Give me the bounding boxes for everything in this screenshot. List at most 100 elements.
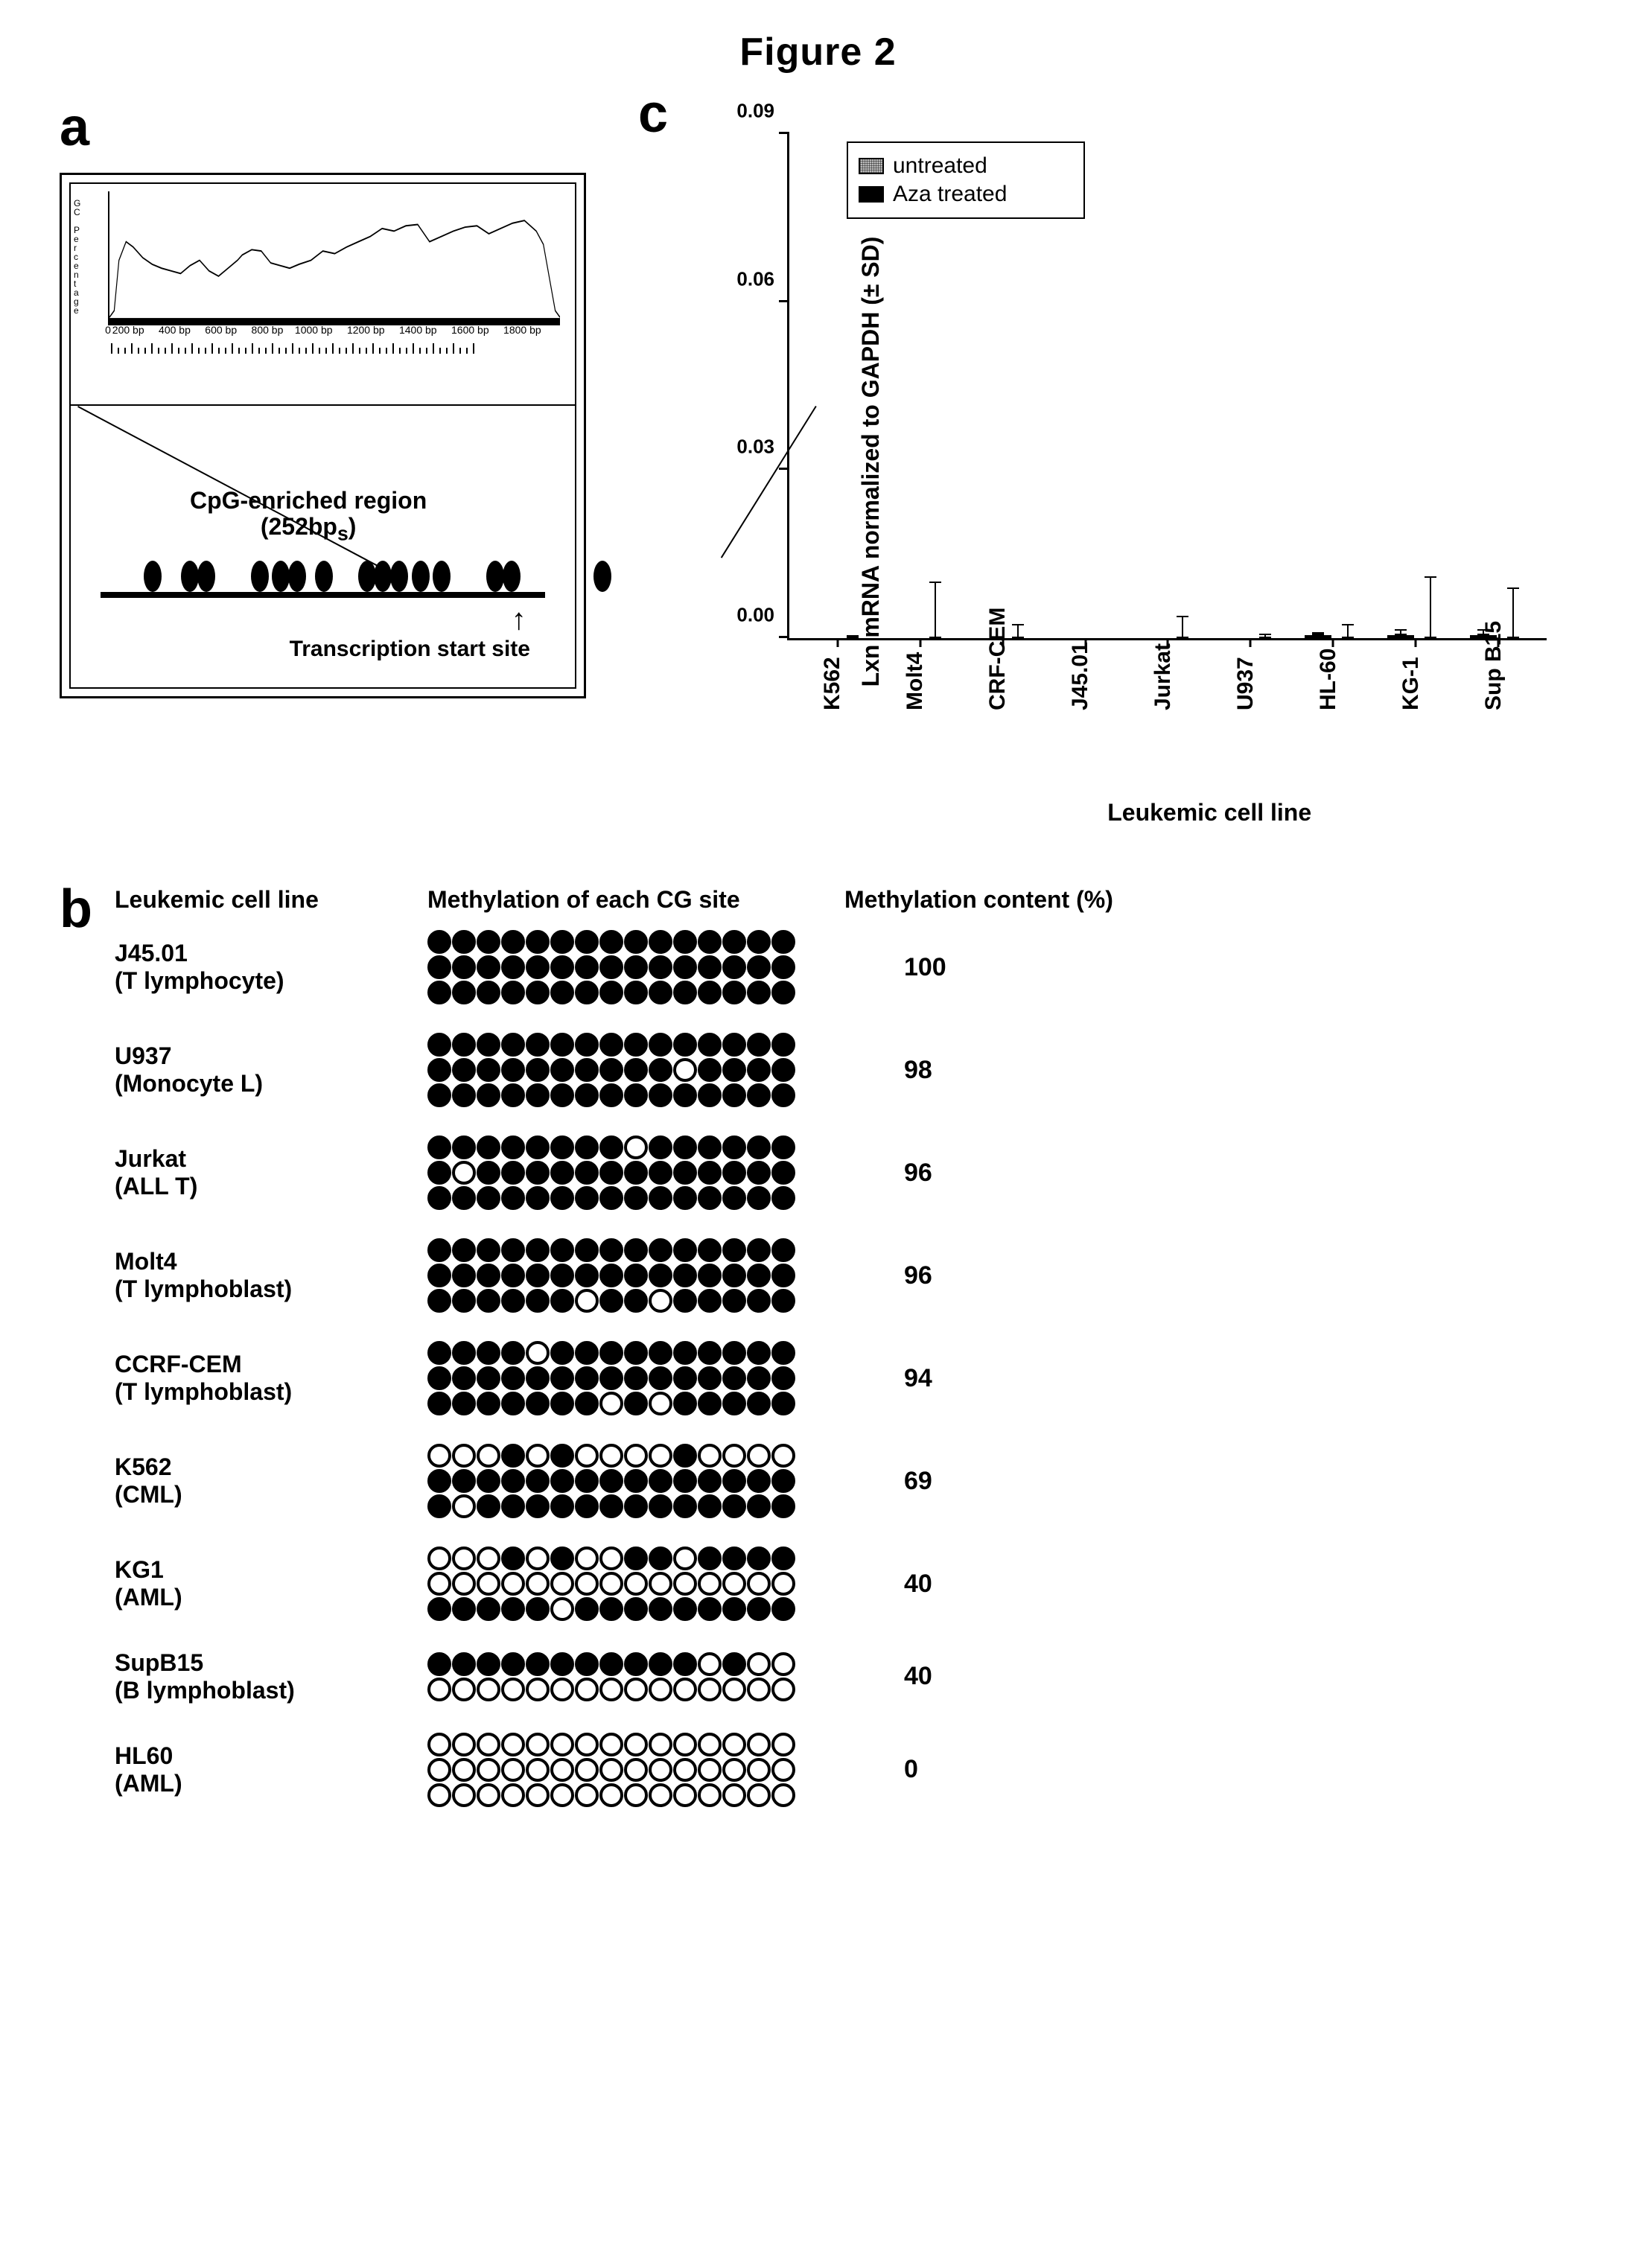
gc-xtick: 1400 bp — [399, 324, 437, 336]
cg-dot-methylated — [452, 1083, 476, 1107]
cg-dot-methylated — [427, 1264, 451, 1287]
cg-dot-methylated — [550, 1083, 574, 1107]
gc-xtick-row: 0200 bp400 bp600 bp800 bp1000 bp1200 bp1… — [108, 324, 560, 336]
cg-dot-unmethylated — [526, 1341, 550, 1365]
cg-dot-methylated — [722, 981, 746, 1004]
cg-dot-methylated — [526, 955, 550, 979]
cg-dot-unmethylated — [747, 1652, 771, 1676]
cg-dot-methylated — [649, 1238, 672, 1262]
methylation-row — [427, 1033, 844, 1057]
cg-dot-methylated — [477, 1186, 500, 1210]
cg-dot-methylated — [673, 1083, 697, 1107]
cpg-site — [358, 561, 376, 592]
cg-dot-methylated — [501, 955, 525, 979]
cg-dot-methylated — [550, 1494, 574, 1518]
cg-dot-unmethylated — [599, 1392, 623, 1415]
gc-xtick: 1200 bp — [347, 324, 385, 336]
cg-dot-methylated — [649, 1058, 672, 1082]
methylation-row — [427, 1341, 844, 1365]
cg-dot-methylated — [698, 1033, 722, 1057]
cg-dot-unmethylated — [722, 1572, 746, 1596]
cg-dot-methylated — [575, 955, 599, 979]
cg-dot-methylated — [747, 930, 771, 954]
cg-dot-unmethylated — [575, 1783, 599, 1807]
cg-dot-methylated — [575, 1161, 599, 1185]
cg-dot-methylated — [550, 1366, 574, 1390]
cg-dot-methylated — [649, 1135, 672, 1159]
methylation-grid — [427, 1652, 844, 1701]
cg-dot-methylated — [649, 1366, 672, 1390]
legend: untreated Aza treated — [847, 141, 1085, 219]
cg-dot-methylated — [747, 1264, 771, 1287]
cg-dot-methylated — [599, 1058, 623, 1082]
cg-dot-methylated — [698, 981, 722, 1004]
cg-dot-methylated — [452, 1033, 476, 1057]
cg-dot-unmethylated — [747, 1733, 771, 1756]
cg-dot-methylated — [747, 981, 771, 1004]
panel-c-label: c — [638, 83, 668, 144]
cg-dot-unmethylated — [624, 1678, 648, 1701]
cg-dot-unmethylated — [673, 1733, 697, 1756]
methylation-row — [427, 1758, 844, 1782]
cpg-site — [315, 561, 333, 592]
cg-dot-unmethylated — [771, 1733, 795, 1756]
cpg-region-label: CpG-enriched region (252bps) — [190, 488, 427, 545]
cg-dot-unmethylated — [550, 1733, 574, 1756]
cg-dot-unmethylated — [550, 1783, 574, 1807]
x-ticks: K562Molt4CRF-CEMJ45.01JurkatU937HL-60KG-… — [787, 640, 1547, 797]
cg-dot-methylated — [452, 1469, 476, 1493]
cpg-diagram: CpG-enriched region (252bps) ↑ Transcrip… — [69, 406, 576, 689]
cg-dot-methylated — [477, 1033, 500, 1057]
cg-dot-methylated — [501, 1469, 525, 1493]
cg-dot-methylated — [673, 1161, 697, 1185]
cg-dot-methylated — [673, 1033, 697, 1057]
cg-dot-methylated — [599, 930, 623, 954]
panel-a-outer-box: GC Percentage 0200 bp400 bp600 bp800 bp1… — [60, 173, 586, 698]
cg-dot-methylated — [649, 1264, 672, 1287]
cg-dot-methylated — [427, 1083, 451, 1107]
cg-dot-methylated — [599, 1341, 623, 1365]
cg-dot-methylated — [477, 1083, 500, 1107]
cg-dot-unmethylated — [771, 1572, 795, 1596]
cell-line-row: Jurkat(ALL T)96 — [115, 1135, 1576, 1210]
cg-dot-methylated — [427, 930, 451, 954]
cg-dot-methylated — [575, 930, 599, 954]
cg-dot-methylated — [427, 1469, 451, 1493]
cg-dot-methylated — [526, 981, 550, 1004]
cg-dot-methylated — [624, 1289, 648, 1313]
x-axis-title: Leukemic cell line — [1107, 799, 1311, 826]
cg-dot-methylated — [673, 1652, 697, 1676]
cpg-site — [486, 561, 504, 592]
cg-dot-methylated — [624, 1469, 648, 1493]
cg-dot-methylated — [599, 1597, 623, 1621]
panel-b-body: J45.01(T lymphocyte)100U937(Monocyte L)9… — [115, 930, 1576, 1807]
cg-dot-methylated — [698, 1186, 722, 1210]
cg-dot-methylated — [526, 1135, 550, 1159]
cg-dot-unmethylated — [649, 1392, 672, 1415]
y-tick — [779, 132, 789, 134]
cg-dot-methylated — [477, 1652, 500, 1676]
cg-dot-unmethylated — [722, 1678, 746, 1701]
cg-dot-unmethylated — [771, 1678, 795, 1701]
cg-dot-methylated — [673, 1366, 697, 1390]
cg-dot-methylated — [673, 930, 697, 954]
cg-dot-methylated — [624, 1033, 648, 1057]
x-tick-label: Sup B15 — [1481, 651, 1506, 710]
methylation-percent: 96 — [844, 1159, 1142, 1188]
cg-dot-methylated — [771, 1341, 795, 1365]
cg-dot-methylated — [526, 1494, 550, 1518]
cpg-site — [288, 561, 306, 592]
cg-dot-unmethylated — [698, 1783, 722, 1807]
cpg-site — [593, 561, 611, 592]
cg-dot-methylated — [526, 1161, 550, 1185]
cg-dot-unmethylated — [599, 1678, 623, 1701]
cg-dot-unmethylated — [575, 1546, 599, 1570]
cg-dot-methylated — [526, 1033, 550, 1057]
cg-dot-unmethylated — [599, 1758, 623, 1782]
cg-dot-unmethylated — [526, 1758, 550, 1782]
cg-dot-unmethylated — [427, 1678, 451, 1701]
cg-dot-methylated — [452, 1058, 476, 1082]
cg-dot-unmethylated — [477, 1758, 500, 1782]
cg-dot-unmethylated — [427, 1758, 451, 1782]
cg-dot-methylated — [624, 1546, 648, 1570]
